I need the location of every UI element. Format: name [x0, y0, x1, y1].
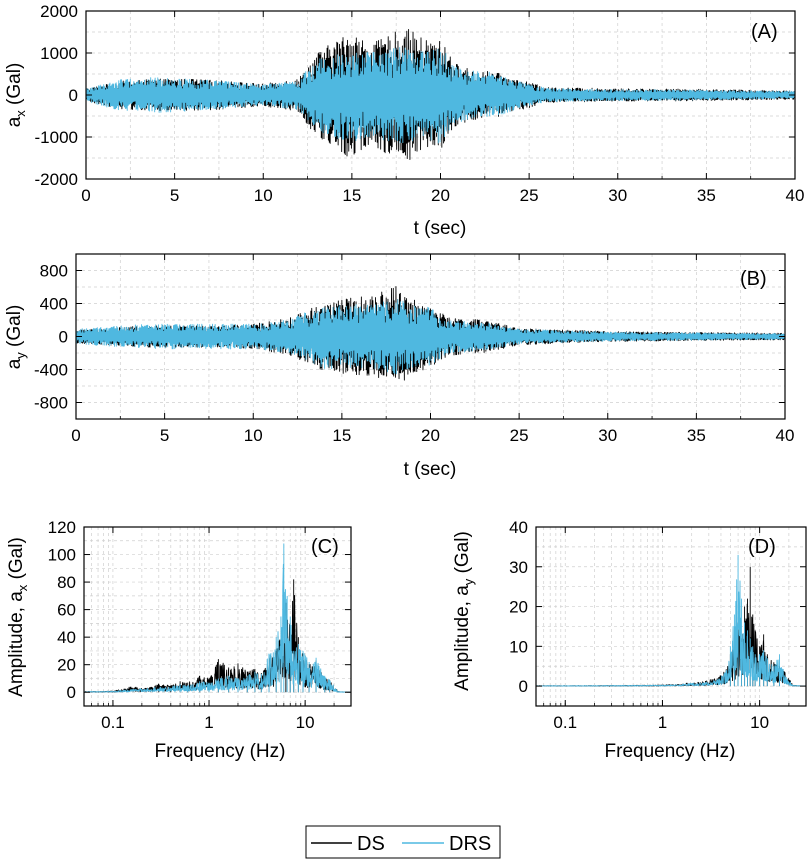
panel-a-ytick-label: -2000 — [35, 170, 78, 189]
panel-a-xtick-label: 15 — [342, 186, 361, 205]
panel-d-series-drs — [536, 554, 806, 687]
panel-d: 0.1 1 10 0 10 20 30 40 (D) Frequency (Hz) Ampli… — [452, 518, 807, 762]
panel-c-ytick-label: 0 — [67, 683, 76, 702]
panel-a-xtick-label: 35 — [697, 186, 716, 205]
panel-b-xtick-label: 30 — [598, 426, 617, 445]
panel-b-ylabel: ay (Gal) — [4, 305, 28, 370]
panel-a-ylabel: ax (Gal) — [4, 63, 28, 128]
panel-a-xtick-label: 0 — [81, 186, 90, 205]
panel-d-ytick-label: 30 — [509, 558, 528, 577]
panel-b-xtick-label: 15 — [332, 426, 351, 445]
panel-c-ytick-label: 80 — [57, 573, 76, 592]
panel-b-xtick-label: 0 — [71, 426, 80, 445]
panel-c-ylabel: Amplitude, ax (Gal) — [6, 537, 30, 697]
panel-a-xlabel: t (sec) — [414, 218, 467, 239]
panel-c-ytick-label: 40 — [57, 628, 76, 647]
panel-d-xtick-label: 10 — [750, 713, 769, 732]
panel-b-xtick-label: 25 — [510, 426, 529, 445]
panel-d-ytick-label: 20 — [509, 598, 528, 617]
panel-c-series-drs — [84, 543, 351, 693]
panel-c-label: (C) — [311, 536, 339, 558]
panel-d-frame — [535, 526, 807, 707]
panel-c-xtick-label: 0.1 — [101, 713, 125, 732]
panel-a-xtick-label: 30 — [608, 186, 627, 205]
panel-b-ytick-label: 0 — [59, 328, 68, 347]
panel-a-ytick-label: 0 — [69, 86, 78, 105]
panel-b: 0 5 10 15 20 25 30 35 40 -800 -400 0 400 800 (B) t (s… — [4, 253, 795, 480]
legend-label-drs: DRS — [449, 833, 491, 855]
panel-d-ylabel: Amplitude, ay (Gal) — [452, 531, 476, 691]
panel-a-series-drs — [86, 47, 795, 144]
panel-d-ytick-label: 0 — [519, 677, 528, 696]
legend-box — [305, 825, 501, 859]
panel-b-ytick-label: 800 — [40, 262, 68, 281]
panel-a-xtick-label: 40 — [786, 186, 805, 205]
panel-a-ytick-label: -1000 — [35, 128, 78, 147]
panel-b-xtick-label: 10 — [244, 426, 263, 445]
panel-b-xlabel: t (sec) — [404, 459, 457, 480]
panel-a-xtick-label: 10 — [254, 186, 273, 205]
panel-b-xtick-label: 35 — [687, 426, 706, 445]
panel-d-label: (D) — [748, 536, 776, 558]
panel-b-ytick-label: 400 — [40, 295, 68, 314]
panel-c-ytick-label: 100 — [48, 546, 76, 565]
panel-b-series-drs — [76, 299, 785, 375]
panel-c-ytick-label: 120 — [48, 518, 76, 537]
panel-c-xtick-label: 1 — [204, 713, 213, 732]
panel-d-ytick-label: 40 — [509, 518, 528, 537]
panel-a-ytick-label: 2000 — [40, 2, 78, 21]
panel-b-label: (B) — [740, 268, 767, 290]
panel-b-xtick-label: 20 — [421, 426, 440, 445]
panel-d-ytick-label: 10 — [509, 637, 528, 656]
panel-c-xlabel: Frequency (Hz) — [155, 741, 286, 762]
panel-a-label: (A) — [751, 21, 778, 43]
panel-c-ytick-label: 60 — [57, 601, 76, 620]
panel-a-xtick-label: 20 — [431, 186, 450, 205]
legend: DS DRS — [305, 825, 501, 859]
panel-b-xtick-label: 40 — [776, 426, 795, 445]
panel-c-series-ds — [84, 579, 351, 693]
panel-b-xtick-label: 5 — [160, 426, 169, 445]
panel-d-xtick-label: 1 — [658, 713, 667, 732]
panel-a-ytick-label: 1000 — [40, 44, 78, 63]
panel-a-xtick-label: 25 — [520, 186, 539, 205]
panel-b-ytick-label: -400 — [34, 361, 68, 380]
panel-a-xtick-label: 5 — [170, 186, 179, 205]
panel-c-xtick-label: 10 — [296, 713, 315, 732]
panel-d-xtick-label: 0.1 — [553, 713, 577, 732]
legend-label-ds: DS — [357, 833, 385, 855]
panel-b-ytick-label: -800 — [34, 394, 68, 413]
panel-d-xlabel: Frequency (Hz) — [605, 741, 736, 762]
panel-c-frame — [83, 526, 352, 707]
panel-c-ytick-label: 20 — [57, 656, 76, 675]
